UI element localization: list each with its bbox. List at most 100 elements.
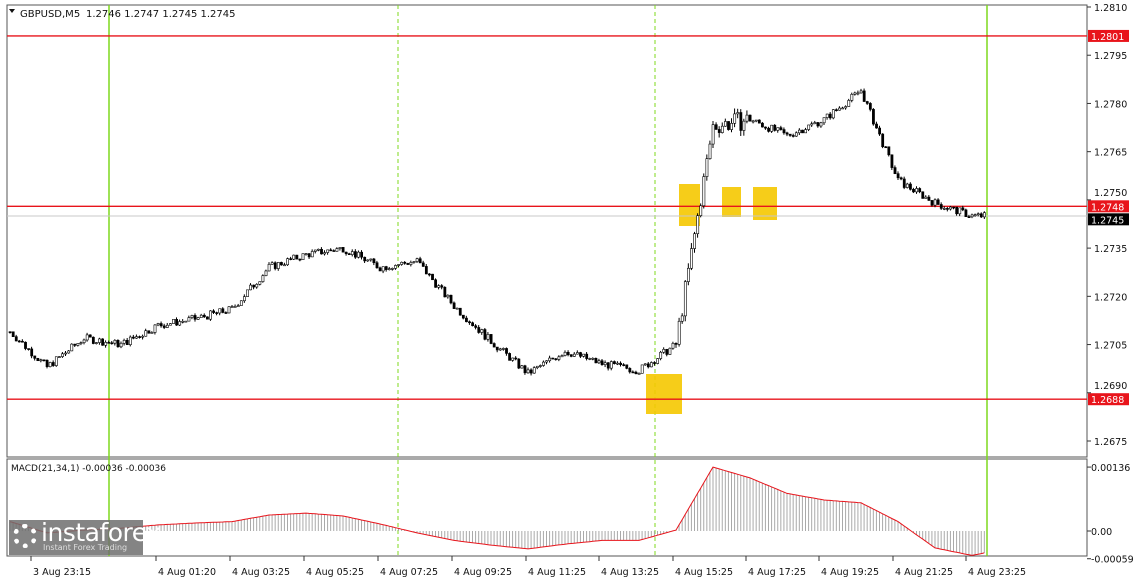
candle-bull [270,262,274,265]
candle-bear [449,294,453,304]
level-lines: 1.2801 1.2748 1.2688 1.2745 [7,29,1129,406]
candle-bull [196,317,200,320]
candle-bear [625,364,629,369]
candle-bear [354,251,357,258]
candle-bear [424,266,428,275]
candle-bull [853,92,857,95]
candle-bear [298,258,302,261]
candle-bull [942,208,946,210]
candle-bull [323,252,327,255]
candle-bull [400,261,404,265]
candle-bull [199,314,203,318]
candle-bull [770,124,774,132]
candle-bull [582,353,586,357]
candle-bull [973,214,977,216]
candle-bear [946,208,949,210]
candle-bear [101,338,105,346]
candle-bear [600,360,604,365]
candle-bear [468,321,471,324]
candle-bear [107,342,111,344]
candle-bear [215,312,219,314]
candle-bear [289,258,293,260]
candle-bear [779,127,783,130]
candle-bull [79,342,83,344]
candle-bear [514,357,518,360]
candle-bull [643,363,647,366]
candle-bear [884,146,888,149]
candle-bear [344,251,348,255]
candle-bull [776,127,780,131]
candle-bear [221,308,225,313]
candle-bull [609,361,613,369]
candle-bear [714,124,718,130]
candle-bull [233,306,237,308]
candle-bull [724,121,727,127]
candle-bull [357,251,360,258]
candle-bear [767,127,771,132]
candle-bull [751,120,755,123]
x-tick-label: 4 Aug 13:25 [601,567,659,578]
candle-bear [791,135,795,137]
candle-bull [98,338,101,343]
candle-bull [480,329,484,333]
candle-bull [563,351,567,356]
macd-label: MACD(21,34,1) -0.00036 -0.00036 [11,464,166,474]
candle-bear [899,177,903,180]
candle-bull [557,356,561,360]
candle-bear [619,362,623,365]
candle-bull [650,362,653,368]
candle-bear [138,336,142,338]
candle-bull [983,212,986,218]
candle-bull [190,315,194,318]
candle-bull [905,183,909,188]
level-price-label: 1.2801 [1091,32,1124,43]
candle-bull [39,359,43,362]
candle-bull [699,205,703,216]
candle-bull [677,320,681,345]
candle-bull [958,207,962,215]
candle-bear [628,368,632,373]
candle-bear [566,351,570,355]
candle-bull [409,262,413,265]
candle-bear [465,317,468,323]
candle-bull [831,109,835,119]
candle-bear [505,348,508,354]
candle-bear [372,258,376,264]
candle-bull [742,120,746,131]
gear-logo-icon [13,524,37,548]
candle-bull [54,356,58,366]
candle-bear [406,263,410,265]
candle-bull [366,259,370,262]
candle-bear [477,327,481,333]
candle-bull [264,270,268,276]
candle-bull [933,199,937,206]
candle-bear [585,353,589,359]
x-tick-label: 4 Aug 01:20 [158,567,216,578]
candle-bull [733,113,737,124]
candle-bear [224,312,228,314]
candle-bear [646,363,650,368]
candle-bear [14,336,18,342]
candle-bear [202,314,206,318]
x-tick-label: 4 Aug 03:25 [232,567,290,578]
candle-bear [162,325,166,328]
candle-bull [113,339,117,344]
candle-bear [378,267,382,272]
candle-bull [276,262,280,269]
candle-bull [209,310,212,320]
candle-bull [261,275,265,282]
candle-bull [690,248,693,269]
candle-bull [844,106,848,109]
candle-bull [310,251,314,258]
candle-bull [283,264,286,267]
dropdown-triangle-icon[interactable] [9,9,15,13]
candle-bear [73,343,77,346]
candle-bull [455,307,459,310]
candle-bear [764,126,767,129]
candle-bear [665,349,669,355]
candle-bull [841,107,845,110]
candle-bull [822,117,826,124]
candle-bear [483,329,487,340]
y-tick-label: 1.2765 [1094,148,1127,159]
